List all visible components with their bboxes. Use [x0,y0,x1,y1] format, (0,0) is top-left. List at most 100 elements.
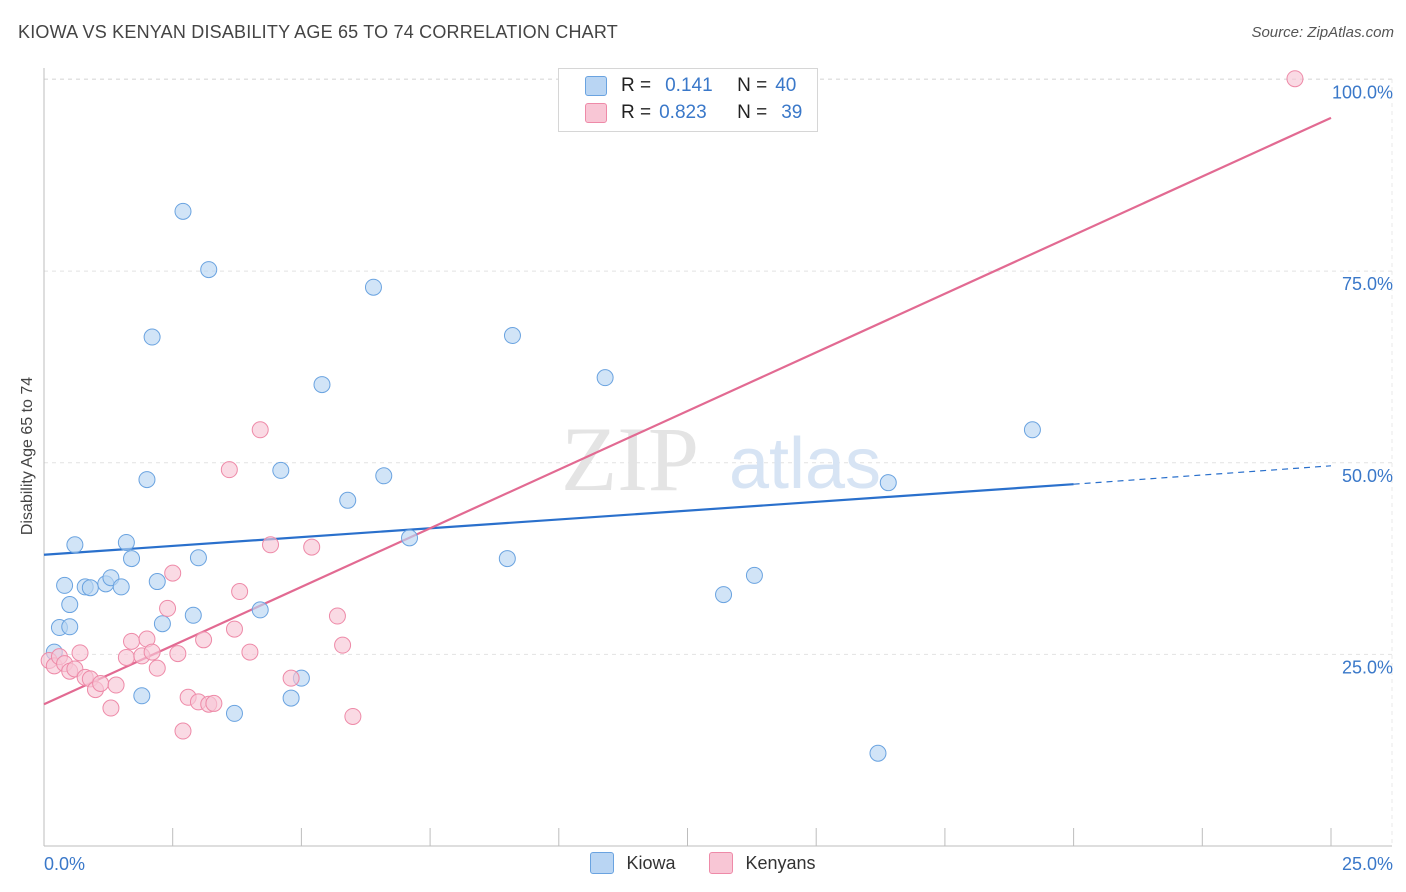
data-point [184,606,202,624]
tick-labels: 25.0% 50.0% 75.0% 100.0% 0.0% 25.0% [44,83,1393,875]
data-point [164,564,182,582]
kenyans-legend-swatch [709,852,734,874]
data-point [596,369,614,387]
data-point [1023,421,1041,439]
data-point [148,659,166,677]
y-tick-label: 50.0% [1342,466,1393,486]
data-point [344,707,362,725]
data-point [61,596,79,614]
kiowa-legend-swatch [590,852,615,874]
data-point [61,618,79,636]
legend-item-kiowa[interactable]: Kiowa [590,852,675,874]
trend-line-kenyans [43,116,1332,706]
data-point [189,549,207,567]
y-tick-label: 25.0% [1342,657,1393,677]
kiowa-swatch [585,76,607,96]
x-tick-label: 0.0% [44,854,85,874]
source-credit: Source: ZipAtlas.com [1251,24,1394,41]
watermark-atlas: atlas [729,424,881,504]
x-tick-label: 25.0% [1342,854,1393,874]
series-kenyans [40,70,1304,740]
data-point [117,533,135,551]
axes [43,68,1392,847]
data-point [225,704,243,722]
data-point [205,694,223,712]
stats-row-kiowa: R = 0.141 N = 40 [585,73,796,99]
data-point [174,722,192,740]
r-label: R = [621,102,652,123]
data-point [81,579,99,597]
data-point [123,550,141,568]
data-point [102,699,120,717]
data-point [272,461,290,479]
data-point [869,744,887,762]
data-point [313,376,331,394]
grid-lines [44,78,1393,846]
data-point [148,573,166,591]
data-point [251,601,269,619]
data-point [225,620,243,638]
data-point [498,550,516,568]
y-tick-label: 100.0% [1332,83,1393,103]
chart-title: KIOWA VS KENYAN DISABILITY AGE 65 TO 74 … [18,22,618,42]
data-point [169,645,187,663]
data-point [282,689,300,707]
watermark: ZIP atlas [561,408,881,510]
kenyans-swatch [585,103,607,123]
legend-item-kenyans[interactable]: Kenyans [709,852,816,874]
data-point [1286,70,1304,88]
r-value: 0.141 [665,75,713,96]
data-point [251,421,269,439]
data-point [92,675,110,693]
n-label: N = [737,75,768,96]
trend-lines [43,116,1332,706]
data-point [241,643,259,661]
data-point [220,461,238,479]
data-points [40,70,1304,762]
data-point [364,278,382,296]
data-point [71,644,89,662]
stats-legend: R = 0.141 N = 40 R = 0.823 N = 39 [558,68,818,132]
data-point [174,202,192,220]
legend-label-kiowa: Kiowa [626,852,676,873]
data-point [195,631,213,649]
data-point [503,327,521,345]
data-point [303,538,321,556]
bottom-legend: Kiowa Kenyans [0,852,1406,874]
trend-extension-kiowa [1073,465,1332,485]
data-point [143,643,161,661]
data-point [159,599,177,617]
data-point [715,586,733,604]
trend-line-kiowa [43,483,1074,556]
data-point [112,578,130,596]
stats-row-kenyans: R = 0.823 N = 39 [585,100,802,126]
data-point [879,474,897,492]
data-point [153,615,171,633]
y-tick-label: 75.0% [1342,274,1393,294]
r-label: R = [621,75,652,96]
n-value: 40 [775,75,797,96]
r-value: 0.823 [659,102,707,123]
data-point [339,491,357,509]
data-point [107,676,125,694]
data-point [200,261,218,279]
data-point [401,529,419,547]
legend-label-kenyans: Kenyans [745,852,816,873]
data-point [133,687,151,705]
data-point [56,576,74,594]
data-point [262,536,280,554]
data-point [282,669,300,687]
n-label: N = [737,102,768,123]
series-kiowa [45,202,1041,762]
data-point [231,583,249,601]
n-value: 39 [781,102,803,123]
data-point [123,632,141,650]
data-point [334,636,352,654]
data-point [143,328,161,346]
data-point [328,607,346,625]
data-point [375,467,393,485]
data-point [745,566,763,584]
data-point [117,648,135,666]
data-point [138,471,156,489]
